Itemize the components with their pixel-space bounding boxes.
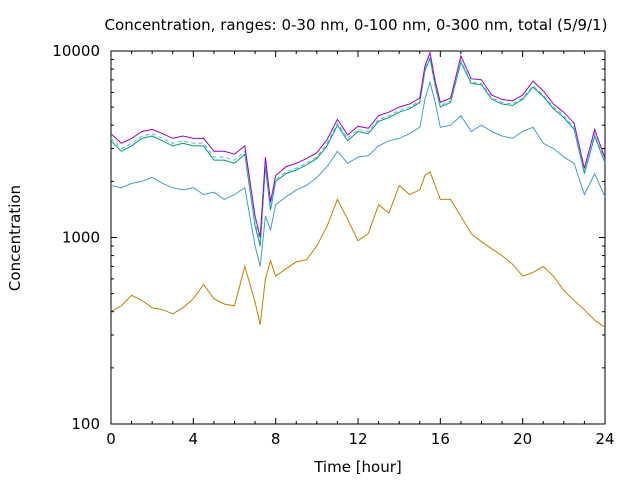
x-tick-label: 4 [189, 430, 199, 448]
y-tick-label: 10000 [52, 42, 100, 60]
series-line-2 [110, 80, 606, 267]
plot-frame [110, 50, 606, 425]
x-tick-label: 8 [271, 430, 281, 448]
x-tick-label: 16 [431, 430, 450, 448]
series-line-5 [110, 50, 606, 238]
x-axis-label: Time [hour] [313, 458, 402, 476]
x-tick-label: 20 [513, 430, 532, 448]
x-tick-label: 24 [595, 430, 614, 448]
x-tick-label: 12 [348, 430, 367, 448]
series-line-1 [110, 171, 606, 328]
y-tick-label: 100 [71, 415, 100, 433]
y-tick-label: 1000 [62, 229, 100, 247]
y-axis-label: Concentration [6, 185, 24, 291]
series-line-4 [110, 55, 606, 242]
series-layer [110, 50, 606, 328]
chart-title: Concentration, ranges: 0-30 nm, 0-100 nm… [105, 16, 608, 34]
x-tick-label: 0 [106, 430, 116, 448]
series-line-3 [110, 56, 606, 247]
tick-layer: 0 4 8 12 16 20 24 100 1000 10000 [52, 42, 614, 448]
